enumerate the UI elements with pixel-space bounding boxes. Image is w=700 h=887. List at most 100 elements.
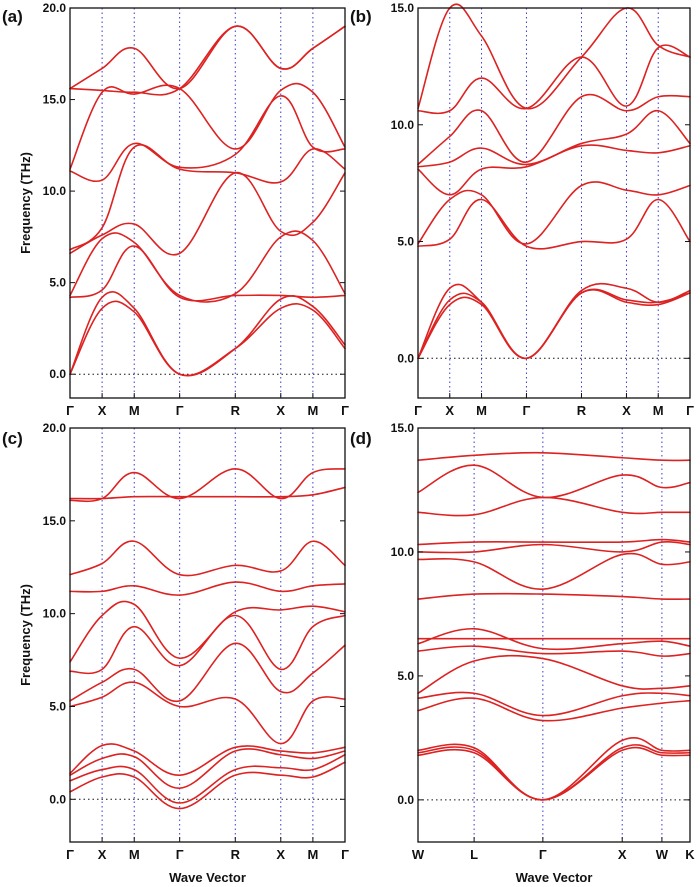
band-line-10 (417, 592, 691, 601)
band-line-3 (417, 737, 691, 801)
x-axis-title: Wave Vector (169, 870, 246, 885)
x-tick-label: R (231, 403, 241, 418)
band-line-7 (417, 109, 691, 168)
band-line-14 (417, 496, 691, 517)
band-line-1 (69, 300, 346, 377)
panel-label: (a) (2, 7, 23, 26)
x-tick-label: M (307, 403, 318, 418)
y-tick-label: 5.0 (49, 699, 66, 713)
x-tick-label: X (276, 403, 285, 418)
plot-frame (417, 7, 691, 399)
panel-label: (d) (350, 429, 372, 448)
band-line-7 (69, 95, 346, 183)
x-tick-label: Γ (341, 847, 349, 862)
panel-b: 0.0 5.0 10.0 15.0 Γ X M Γ R X M Γ (b) (350, 1, 694, 418)
x-tick-label: M (307, 847, 318, 862)
plot-frame (69, 427, 346, 843)
band-line-8 (417, 627, 691, 651)
panel-label: (c) (2, 429, 23, 448)
x-tick-label: Γ (539, 847, 547, 862)
band-line-6 (69, 144, 346, 251)
x-tick-label: L (470, 847, 478, 862)
y-tick-label: 10.0 (43, 607, 67, 621)
y-tick-label: 5.0 (397, 669, 414, 683)
panel-d: 0.0 5.0 10.0 15.0 W L Γ X W K Wave Vector (d) (350, 421, 695, 885)
band-line-9 (417, 44, 691, 115)
y-tick-label: 15.0 (391, 421, 415, 435)
band-line-5 (69, 681, 346, 745)
x-tick-label: X (98, 847, 107, 862)
band-line-7 (417, 645, 691, 657)
x-tick-label: Γ (66, 403, 74, 418)
band-line-6 (69, 642, 346, 702)
y-tick-label: 10.0 (391, 118, 415, 132)
band-line-10 (69, 25, 346, 90)
y-tick-label: 20.0 (43, 1, 67, 15)
y-tick-label: 5.0 (397, 235, 414, 249)
band-line-8 (417, 93, 691, 166)
band-line-13 (417, 538, 691, 546)
band-line-4 (69, 230, 346, 303)
x-tick-label: X (622, 403, 631, 418)
y-tick-label: 0.0 (397, 793, 414, 807)
band-line-5 (417, 181, 691, 245)
band-line-11 (69, 468, 346, 503)
x-tick-label: X (98, 403, 107, 418)
x-tick-label: Γ (523, 403, 531, 418)
band-line-16 (417, 451, 691, 462)
x-tick-label: X (445, 403, 454, 418)
x-tick-label: Γ (66, 847, 74, 862)
x-tick-label: Γ (176, 403, 184, 418)
band-line-1 (417, 746, 691, 801)
band-line-5 (417, 691, 691, 717)
band-line-12 (417, 540, 691, 554)
x-tick-label: Γ (176, 847, 184, 862)
band-line-10 (69, 540, 346, 577)
band-line-3 (69, 245, 346, 302)
plot-frame (69, 7, 346, 399)
band-line-8 (69, 600, 346, 663)
x-tick-label: Γ (341, 403, 349, 418)
band-line-3 (69, 748, 346, 789)
y-tick-label: 10.0 (391, 545, 415, 559)
band-line-2 (69, 753, 346, 804)
band-line-4 (417, 198, 691, 250)
y-tick-label: 0.0 (397, 351, 414, 365)
y-tick-label: 10.0 (43, 184, 67, 198)
band-line-8 (69, 82, 346, 170)
y-tick-label: 0.0 (49, 367, 66, 381)
band-line-2 (69, 291, 346, 377)
x-tick-label: W (656, 847, 669, 862)
x-tick-label: M (653, 403, 664, 418)
x-tick-label: R (577, 403, 587, 418)
band-line-1 (69, 761, 346, 810)
x-tick-label: X (618, 847, 627, 862)
band-line-9 (69, 581, 346, 596)
x-tick-label: M (129, 847, 140, 862)
x-axis-title: Wave Vector (516, 870, 593, 885)
band-line-2 (417, 744, 691, 801)
band-line-12 (69, 486, 346, 500)
y-tick-label: 15.0 (43, 93, 67, 107)
band-line-4 (417, 697, 691, 722)
panel-c: 0.0 5.0 10.0 15.0 20.0 Γ X M Γ R X M Γ Frequency (THz… (2, 421, 349, 885)
band-line-7 (69, 614, 346, 675)
x-tick-label: Γ (414, 403, 422, 418)
panel-a: 0.0 5.0 10.0 15.0 20.0 Γ X M Γ R X M Γ Frequency (THz… (2, 1, 349, 418)
x-tick-label: M (129, 403, 140, 418)
x-tick-label: K (685, 847, 695, 862)
band-line-10 (417, 3, 691, 110)
band-line-5 (69, 171, 346, 256)
band-line-3 (417, 282, 691, 360)
x-tick-label: M (476, 403, 487, 418)
y-tick-label: 0.0 (49, 792, 66, 806)
x-tick-label: Γ (686, 403, 694, 418)
y-tick-label: 20.0 (43, 421, 67, 435)
band-line-6 (417, 654, 691, 695)
plot-frame (417, 427, 691, 843)
y-axis-title: Frequency (THz) (18, 152, 33, 254)
y-tick-label: 15.0 (391, 1, 415, 15)
band-line-6 (417, 144, 691, 196)
band-line-4 (69, 743, 346, 776)
